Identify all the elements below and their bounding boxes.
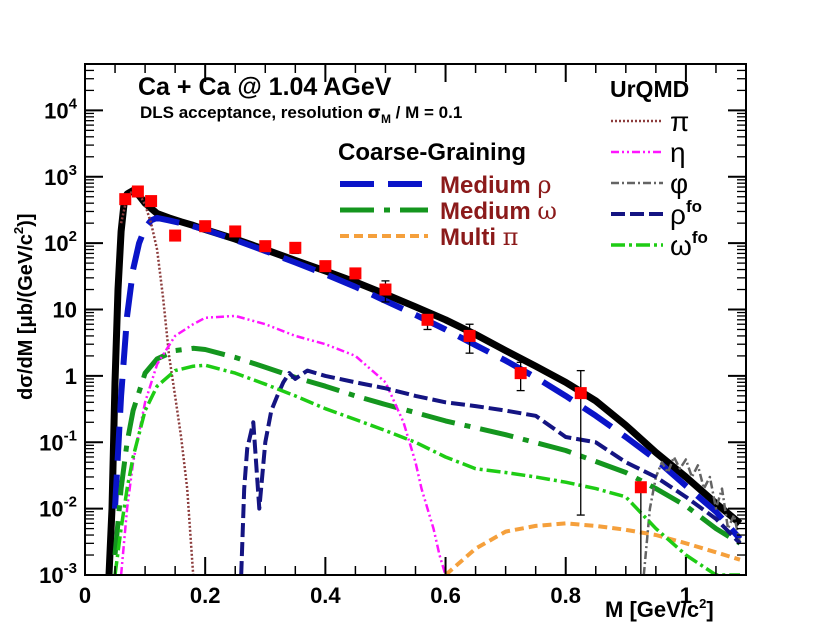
data-point: [169, 229, 182, 242]
axes-layer: 0 0.2 0.4 0.6 0.8 1 10-3 10-2 10-1 1 10 102 103 104: [39, 63, 747, 608]
y-tick-label: 10-3: [39, 560, 77, 588]
x-tick-label: 0.6: [430, 583, 461, 608]
y-tick-label: 103: [44, 162, 77, 190]
legend-urqmd-label: ωfo: [670, 228, 708, 261]
legend-urqmd-label: π: [670, 106, 689, 137]
data-point: [634, 481, 647, 494]
data-point: [514, 367, 527, 380]
x-tick-label: 0.8: [550, 583, 581, 608]
y-tick-label: 102: [44, 228, 77, 256]
data-point: [229, 225, 242, 238]
data-point: [349, 267, 362, 280]
data-point: [421, 313, 434, 326]
x-tick-label: 0.2: [190, 583, 221, 608]
y-tick-label: 10: [53, 298, 77, 323]
legend-cg-title: Coarse-Graining: [338, 139, 526, 166]
y-tick-label: 10-2: [39, 494, 77, 522]
data-point: [259, 240, 272, 253]
data-point: [574, 387, 587, 400]
legend-cg-label: Medium ρ: [440, 171, 551, 199]
series-medium--line: [112, 345, 742, 556]
series---line: [119, 189, 195, 575]
y-axis-label: dσ/dM [μb/(GeV/c2)]: [11, 214, 37, 400]
data-point: [463, 329, 476, 342]
y-tick-label: 1: [65, 364, 77, 389]
series--fo-line: [113, 363, 740, 575]
y-tick-label: 104: [44, 95, 77, 123]
series-medium--line: [112, 214, 743, 541]
y-tick-label: 10-1: [39, 427, 77, 455]
legend-urqmd-label: ρfo: [670, 197, 702, 230]
legend-urqmd-label: φ: [670, 168, 688, 199]
data-point-layer: [119, 185, 647, 575]
x-axis-label: M [GeV/c2]: [605, 596, 714, 622]
legend-cg-label: Medium ω: [440, 197, 557, 225]
legend-urqmd-label: η: [670, 137, 686, 168]
series--fo-line: [239, 368, 742, 575]
data-point: [145, 195, 158, 208]
legend-urqmd-title: UrQMD: [610, 76, 689, 102]
data-point: [289, 241, 302, 254]
data-point: [119, 193, 132, 206]
data-point: [131, 185, 144, 198]
chart-title: Ca + Ca @ 1.04 AGeV: [138, 73, 392, 101]
x-tick-label: 0: [79, 583, 91, 608]
x-tick-label: 1: [680, 583, 692, 608]
data-point: [319, 260, 332, 273]
legend-cg-label: Multi π: [440, 223, 518, 251]
data-point: [379, 283, 392, 296]
series-multi--line: [444, 521, 741, 575]
data-point: [199, 220, 212, 233]
x-tick-label: 0.4: [310, 583, 341, 608]
chart-subtitle: DLS acceptance, resolution σM / M = 0.1: [140, 103, 462, 126]
